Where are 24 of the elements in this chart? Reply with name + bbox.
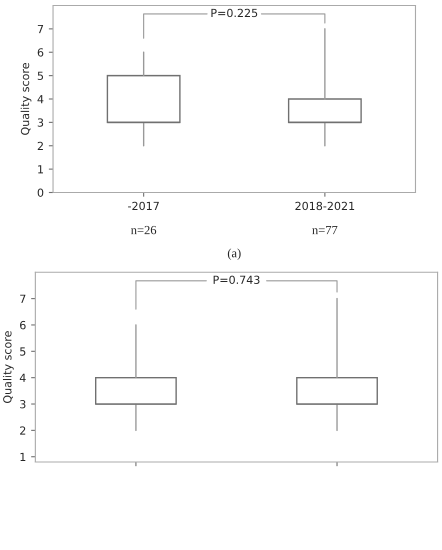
y-tick-label: 0	[38, 188, 44, 197]
text: n=26	[131, 226, 156, 234]
y-tick-label: 5	[20, 347, 26, 356]
x-tick-label: 2018-2021	[295, 202, 354, 210]
y-tick-label: 1	[38, 165, 43, 174]
y-tick-label: 7	[38, 24, 44, 34]
y-tick-label: 1	[20, 452, 26, 461]
annotation: P=0.743	[214, 276, 260, 284]
y-tick-label: 7	[20, 294, 26, 303]
y-tick-label: 6	[20, 320, 26, 330]
y-tick-label: 5	[38, 72, 44, 80]
y-axis-title: Quality score	[2, 331, 14, 404]
y-tick-label: 4	[37, 95, 44, 104]
annotation: P=0.225	[211, 8, 258, 18]
y-tick-label: 2	[20, 426, 26, 435]
y-tick-label: 3	[20, 400, 26, 408]
y-tick-label: 2	[38, 142, 43, 150]
text: n=77	[312, 226, 338, 234]
y-tick-label: 6	[38, 48, 44, 57]
y-axis-title: Quality score	[20, 63, 32, 135]
text: (a)	[228, 248, 241, 260]
y-tick-label: 3	[38, 118, 44, 127]
y-tick-label: 4	[20, 374, 26, 382]
x-tick-label: -2017	[128, 202, 159, 210]
